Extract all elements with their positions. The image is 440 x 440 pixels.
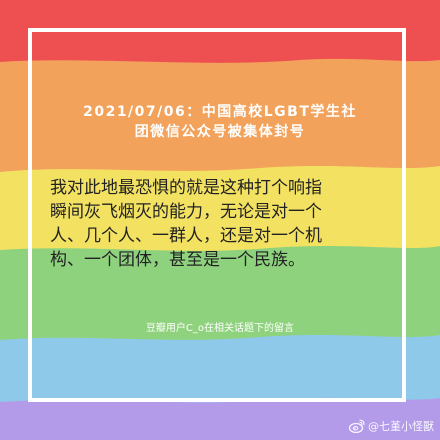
weibo-logo-icon xyxy=(349,419,365,433)
headline: 2021/07/06：中国高校LGBT学生社 团微信公众号被集体封号 xyxy=(28,102,412,142)
quote-line-4: 构、一个团体，甚至是一个民族。 xyxy=(50,250,305,270)
stripe-purple xyxy=(0,397,440,440)
quote-line-3: 人、几个人、一群人，还是对一个机 xyxy=(50,226,322,246)
weibo-watermark: @七堇小怪獸 xyxy=(349,418,434,434)
quote-line-2: 瞬间灰飞烟灭的能力，无论是对一个 xyxy=(50,202,322,222)
quote-text: 我对此地最恐惧的就是这种打个响指 瞬间灰飞烟灭的能力，无论是对一个 人、几个人、… xyxy=(50,176,390,272)
watermark-handle: @七堇小怪獸 xyxy=(368,420,434,433)
white-frame xyxy=(28,28,406,402)
quote-attribution: 豆瓣用户C_o在相关话题下的留言 xyxy=(145,323,295,334)
quote-line-1: 我对此地最恐惧的就是这种打个响指 xyxy=(50,178,322,198)
headline-line-2: 团微信公众号被集体封号 xyxy=(134,124,306,140)
headline-line-1: 2021/07/06：中国高校LGBT学生社 xyxy=(83,104,357,120)
